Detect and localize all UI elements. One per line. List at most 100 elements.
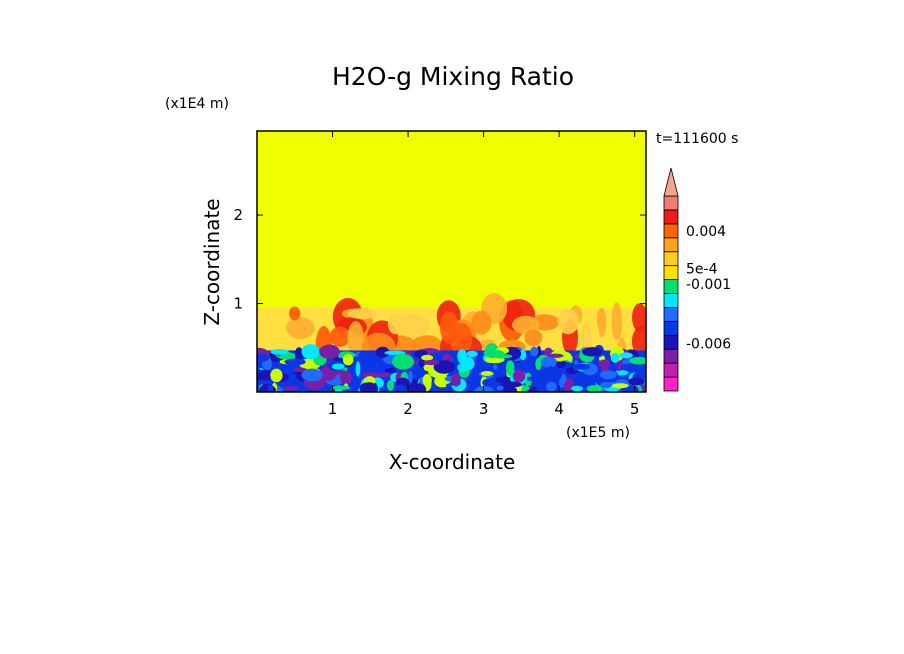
surface-blob <box>281 386 299 391</box>
surface-blob <box>258 383 276 392</box>
surface-blob <box>407 370 413 384</box>
surface-blob <box>502 386 518 392</box>
surface-blob <box>355 361 361 377</box>
surface-blob <box>331 363 345 370</box>
y-scale-label: (x1E4 m) <box>165 96 229 112</box>
surface-blob <box>423 359 440 366</box>
y-axis-ticks: 12 <box>233 206 646 313</box>
surface-blob <box>547 353 564 358</box>
surface-blob <box>627 377 645 386</box>
colorbar-label: 0.004 <box>686 224 726 240</box>
surface-blob <box>493 364 498 370</box>
surface-blob <box>512 369 526 383</box>
colorbar-label: -0.001 <box>686 277 731 293</box>
x-axis-label: X-coordinate <box>389 450 516 474</box>
y-axis-label: Z-coordinate <box>200 198 224 325</box>
surface-blob <box>361 371 382 378</box>
surface-blob <box>342 353 354 366</box>
colorbar-label: -0.006 <box>686 337 731 353</box>
surface-blob <box>546 381 557 392</box>
surface-blob <box>482 378 491 387</box>
colorbar-segment <box>663 307 679 322</box>
plume-blob <box>580 323 592 353</box>
surface-blob <box>571 385 583 392</box>
surface-blob <box>359 382 379 392</box>
plume-blob <box>288 306 301 321</box>
surface-blob <box>339 371 353 385</box>
surface-blob <box>610 352 620 363</box>
plot-frame <box>256 130 647 393</box>
plume-blob <box>632 303 646 332</box>
surface-blob <box>384 367 398 373</box>
surface-blob <box>392 353 414 370</box>
surface-blob <box>611 383 629 389</box>
surface-blob <box>571 363 590 370</box>
time-label: t=111600 s <box>656 131 738 147</box>
plume-blob <box>387 313 403 335</box>
colorbar-segment <box>663 237 679 253</box>
surface-blob <box>384 350 406 356</box>
surface-blob <box>505 359 515 376</box>
surface-blob <box>386 380 395 391</box>
chart-title: H2O-g Mixing Ratio <box>332 62 574 91</box>
surface-blob <box>619 352 633 359</box>
x-axis-ticks: 1 2 3 4 5 <box>328 131 639 418</box>
plume-blob <box>611 302 623 341</box>
surface-blob <box>525 376 537 381</box>
plume-blob <box>631 325 646 357</box>
surface-blob <box>421 354 434 361</box>
x-tick-label: 2 <box>403 400 413 418</box>
colorbar-segment <box>663 265 679 280</box>
colorbar-segment <box>663 376 679 392</box>
surface-blob <box>284 358 306 366</box>
colorbar-segment <box>663 223 679 239</box>
surface-blob <box>586 385 603 392</box>
surface-blob <box>466 350 478 358</box>
colorbar-segment <box>663 334 679 350</box>
colorbar-segment <box>663 279 679 294</box>
surface-blob <box>294 347 304 362</box>
surface-blob <box>540 356 557 368</box>
colorbar-segment <box>663 251 679 267</box>
colorbar-segment <box>663 195 679 211</box>
surface-blob <box>379 372 391 378</box>
surface-blob <box>561 373 567 384</box>
surface-blob <box>257 353 269 362</box>
surface-blob <box>301 344 320 360</box>
surface-blob <box>270 348 289 355</box>
surface-blob <box>393 384 407 392</box>
surface-blob <box>629 356 646 365</box>
surface-blob <box>600 370 617 380</box>
surface-blob <box>319 344 340 359</box>
surface-blob <box>495 376 513 384</box>
y-tick-label: 2 <box>233 206 243 224</box>
surface-blob <box>496 385 504 391</box>
surface-blob <box>409 383 427 392</box>
y-tick-label: 1 <box>233 295 243 313</box>
colorbar <box>663 167 679 392</box>
surface-blob <box>474 386 494 392</box>
surface-blob <box>331 385 351 390</box>
plumes <box>286 293 646 367</box>
colorbar-segment <box>663 293 679 308</box>
x-tick-label: 1 <box>328 400 338 418</box>
plume-blob <box>395 313 430 338</box>
surface-blob <box>257 373 271 381</box>
surface-blob <box>501 381 523 388</box>
surface-blob <box>492 353 513 359</box>
plume-blob <box>471 310 492 335</box>
surface-blob <box>372 361 385 371</box>
surface-blob <box>318 366 337 381</box>
x-tick-label: 3 <box>479 400 489 418</box>
surface-blob <box>301 368 323 382</box>
plume-blob <box>347 320 364 358</box>
surface-blob <box>433 360 455 374</box>
surface-blob <box>519 349 527 361</box>
surface-blob <box>270 368 283 383</box>
colorbar-segment <box>663 362 679 378</box>
surface-blob <box>535 358 542 371</box>
plot-area <box>257 131 646 392</box>
x-scale-label: (x1E5 m) <box>566 425 630 441</box>
colorbar-segment <box>663 320 679 336</box>
plume-blob <box>347 308 378 320</box>
